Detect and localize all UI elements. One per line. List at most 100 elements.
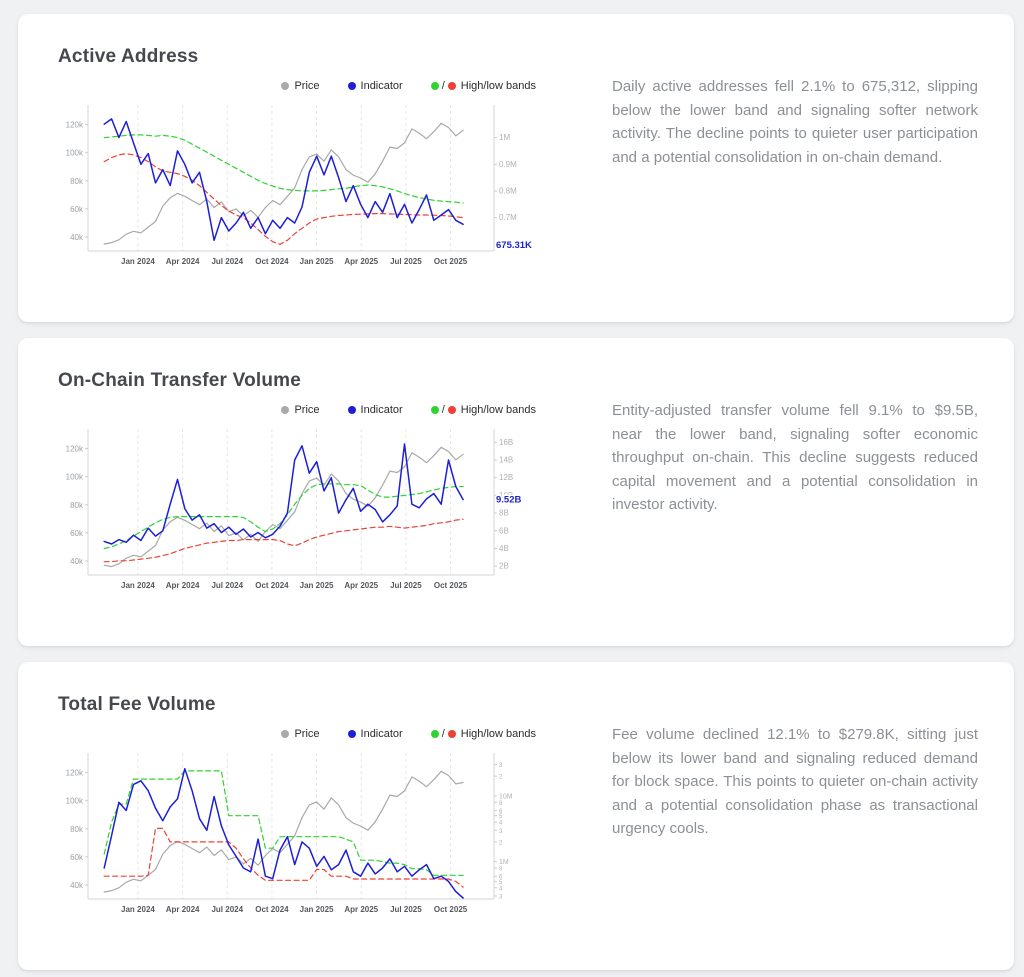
low-band-dot-icon	[447, 406, 456, 414]
low-band-dot-icon	[447, 82, 456, 90]
high-band-dot-icon	[430, 730, 439, 738]
svg-text:80k: 80k	[70, 501, 84, 510]
svg-text:6B: 6B	[499, 526, 509, 535]
svg-text:14B: 14B	[499, 455, 513, 464]
indicator-dot-icon	[347, 730, 356, 738]
legend-item-indicator: Indicator	[347, 404, 403, 416]
svg-text:Jul 2024: Jul 2024	[211, 581, 243, 590]
svg-text:4: 4	[499, 821, 503, 827]
svg-text:100k: 100k	[66, 797, 84, 806]
legend-indicator-label: Indicator	[360, 404, 403, 416]
svg-text:0.9M: 0.9M	[499, 160, 517, 169]
svg-text:60k: 60k	[70, 529, 84, 538]
svg-text:Jul 2025: Jul 2025	[390, 257, 422, 266]
svg-text:5: 5	[499, 880, 503, 886]
indicator-dot-icon	[347, 82, 356, 90]
legend-item-bands: / High/low bands	[430, 728, 536, 740]
svg-text:120k: 120k	[66, 769, 84, 778]
svg-text:5: 5	[499, 814, 503, 820]
card-fee-volume: Total Fee Volume Price Indicator / High/l…	[18, 662, 1014, 970]
svg-text:8B: 8B	[499, 509, 509, 518]
card-transfer-volume: On-Chain Transfer Volume Price Indicator…	[18, 338, 1014, 646]
transfer-volume-chart: Jan 2024 Apr 2024 Jul 2024 Oct 2024 Jan 2025…	[66, 429, 523, 590]
legend-item-bands: / High/low bands	[430, 80, 536, 92]
legend-item-indicator: Indicator	[347, 728, 403, 740]
chart-column: Price Indicator / High/low bands Jan 2024…	[58, 78, 536, 273]
low-band-dot-icon	[447, 730, 456, 738]
legend-item-price: Price	[281, 728, 320, 740]
card-title: On-Chain Transfer Volume	[58, 370, 302, 391]
svg-text:6: 6	[499, 809, 503, 815]
chart-column: Price Indicator / High/low bands Jan 2024…	[58, 726, 536, 921]
svg-text:80k: 80k	[70, 177, 84, 186]
svg-text:2B: 2B	[499, 562, 509, 571]
svg-text:Jan 2024: Jan 2024	[121, 257, 155, 266]
svg-text:6: 6	[499, 875, 503, 881]
svg-text:Jul 2025: Jul 2025	[390, 581, 422, 590]
legend-indicator-label: Indicator	[360, 80, 403, 92]
active-address-chart: Jan 2024 Apr 2024 Jul 2024 Oct 2024 Jan 2025…	[66, 105, 534, 266]
svg-text:675.31K: 675.31K	[496, 240, 532, 251]
svg-text:Jul 2025: Jul 2025	[390, 905, 422, 914]
svg-text:0.7M: 0.7M	[499, 213, 517, 222]
svg-text:Jan 2024: Jan 2024	[121, 905, 155, 914]
svg-text:12B: 12B	[499, 473, 513, 482]
card-description: Fee volume declined 12.1% to $279.8K, si…	[612, 726, 978, 838]
svg-text:3: 3	[499, 829, 503, 835]
svg-text:40k: 40k	[70, 233, 84, 242]
svg-text:Apr 2025: Apr 2025	[344, 905, 378, 914]
card-active-address: Active Address Price Indicator / High/low…	[18, 14, 1014, 322]
svg-text:Jul 2024: Jul 2024	[211, 257, 243, 266]
chart-legend: Price Indicator / High/low bands	[58, 726, 536, 742]
svg-text:1M: 1M	[499, 859, 509, 866]
svg-text:80k: 80k	[70, 825, 84, 834]
svg-text:9.52B: 9.52B	[496, 495, 521, 506]
legend-slash: /	[441, 728, 445, 740]
svg-text:40k: 40k	[70, 557, 84, 566]
legend-item-price: Price	[281, 80, 320, 92]
price-dot-icon	[281, 730, 290, 738]
chart-column: Price Indicator / High/low bands Jan 2024…	[58, 402, 536, 597]
svg-text:Oct 2024: Oct 2024	[255, 257, 289, 266]
svg-text:3: 3	[499, 894, 503, 900]
svg-text:16B: 16B	[499, 438, 513, 447]
legend-price-label: Price	[294, 80, 320, 92]
legend-bands-label: High/low bands	[460, 728, 536, 740]
svg-text:8: 8	[499, 867, 503, 873]
svg-text:Apr 2025: Apr 2025	[344, 257, 378, 266]
card-title: Active Address	[58, 46, 199, 67]
card-description: Entity-adjusted transfer volume fell 9.1…	[612, 402, 978, 514]
card-description: Daily active addresses fell 2.1% to 675,…	[612, 78, 978, 166]
legend-bands-label: High/low bands	[460, 80, 536, 92]
svg-text:Apr 2025: Apr 2025	[344, 581, 378, 590]
svg-text:120k: 120k	[66, 445, 84, 454]
svg-text:4B: 4B	[499, 544, 509, 553]
svg-text:120k: 120k	[66, 121, 84, 130]
svg-text:Apr 2024: Apr 2024	[166, 257, 200, 266]
indicator-dot-icon	[347, 406, 356, 414]
legend-price-label: Price	[294, 404, 320, 416]
svg-text:Apr 2024: Apr 2024	[166, 581, 200, 590]
svg-text:2: 2	[499, 775, 503, 781]
svg-text:Apr 2024: Apr 2024	[166, 905, 200, 914]
svg-text:Oct 2025: Oct 2025	[434, 905, 468, 914]
high-band-dot-icon	[430, 406, 439, 414]
svg-text:10M: 10M	[499, 793, 513, 800]
svg-text:Jan 2025: Jan 2025	[300, 581, 334, 590]
svg-text:Oct 2025: Oct 2025	[434, 581, 468, 590]
svg-text:Jan 2024: Jan 2024	[121, 581, 155, 590]
high-band-dot-icon	[430, 82, 439, 90]
svg-text:Oct 2025: Oct 2025	[434, 257, 468, 266]
svg-text:8: 8	[499, 801, 503, 807]
fee-volume-chart: Jan 2024 Apr 2024 Jul 2024 Oct 2024 Jan 2025…	[66, 753, 513, 914]
svg-text:10B: 10B	[499, 491, 513, 500]
svg-text:Jan 2025: Jan 2025	[300, 905, 334, 914]
legend-item-bands: / High/low bands	[430, 404, 536, 416]
legend-price-label: Price	[294, 728, 320, 740]
legend-item-indicator: Indicator	[347, 80, 403, 92]
card-title: Total Fee Volume	[58, 694, 216, 715]
legend-item-price: Price	[281, 404, 320, 416]
svg-text:100k: 100k	[66, 149, 84, 158]
svg-text:100k: 100k	[66, 473, 84, 482]
